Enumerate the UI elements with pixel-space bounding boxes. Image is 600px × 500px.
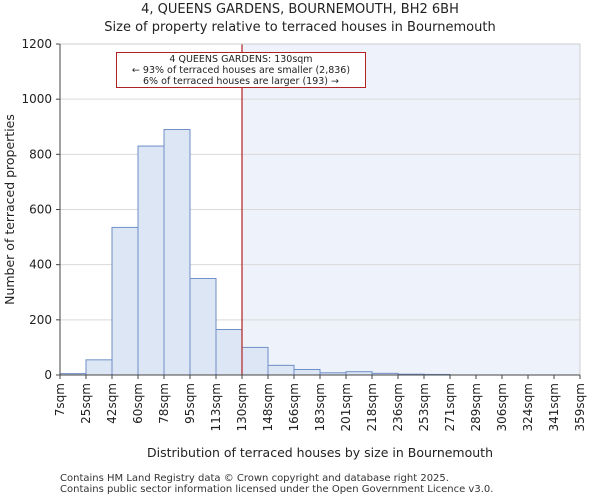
x-tick-label: 183sqm (313, 383, 327, 431)
x-tick-label: 201sqm (339, 383, 353, 431)
marker-annotation: 4 QUEENS GARDENS: 130sqm ← 93% of terrac… (116, 52, 366, 88)
histogram-bar (293, 368, 321, 376)
histogram-bar (215, 328, 243, 376)
footer-licence: Contains public sector information licen… (60, 484, 494, 495)
x-tick-label: 113sqm (209, 383, 223, 431)
x-tick-label: 271sqm (443, 383, 457, 431)
x-tick-label: 236sqm (391, 383, 405, 431)
histogram-bar (85, 359, 113, 376)
x-tick-label: 341sqm (547, 383, 561, 431)
y-tick-label: 1000 (21, 92, 52, 106)
annotation-line-3: 6% of terraced houses are larger (193) → (143, 76, 339, 87)
x-tick-label: 148sqm (261, 383, 275, 431)
x-tick-label: 95sqm (183, 383, 197, 424)
chart-title: 4, QUEENS GARDENS, BOURNEMOUTH, BH2 6BH (141, 2, 459, 17)
y-tick-label: 0 (44, 368, 52, 382)
x-tick-label: 359sqm (573, 383, 587, 431)
x-tick-label: 218sqm (365, 383, 379, 431)
footer-copyright: Contains HM Land Registry data © Crown c… (60, 473, 449, 484)
x-tick-label: 42sqm (105, 383, 119, 424)
x-tick-label: 25sqm (79, 383, 93, 424)
chart-subtitle: Size of property relative to terraced ho… (104, 20, 496, 35)
x-tick-label: 253sqm (417, 383, 431, 431)
y-tick-label: 200 (29, 313, 52, 327)
x-tick-label: 78sqm (157, 383, 171, 424)
histogram-bar (267, 364, 295, 376)
x-tick-label: 324sqm (521, 383, 535, 431)
y-tick-label: 1200 (21, 37, 52, 51)
x-tick-label: 289sqm (469, 383, 483, 431)
histogram-bar (111, 226, 139, 376)
y-tick-label: 600 (29, 203, 52, 217)
annotation-line-2: ← 93% of terraced houses are smaller (2,… (131, 65, 351, 76)
histogram-bar (189, 277, 217, 376)
y-tick-label: 400 (29, 258, 52, 272)
histogram-bar (137, 145, 165, 376)
annotation-line-1: 4 QUEENS GARDENS: 130sqm (169, 54, 313, 65)
y-axis-label: Number of terraced properties (2, 114, 17, 305)
y-tick-label: 800 (29, 147, 52, 161)
histogram-bar (241, 346, 269, 376)
x-axis-label: Distribution of terraced houses by size … (147, 445, 493, 460)
x-tick-label: 60sqm (131, 383, 145, 424)
x-tick-label: 7sqm (53, 383, 67, 416)
x-tick-label: 130sqm (235, 383, 249, 431)
histogram-bar (163, 129, 191, 376)
x-tick-label: 306sqm (495, 383, 509, 431)
x-tick-label: 166sqm (287, 383, 301, 431)
